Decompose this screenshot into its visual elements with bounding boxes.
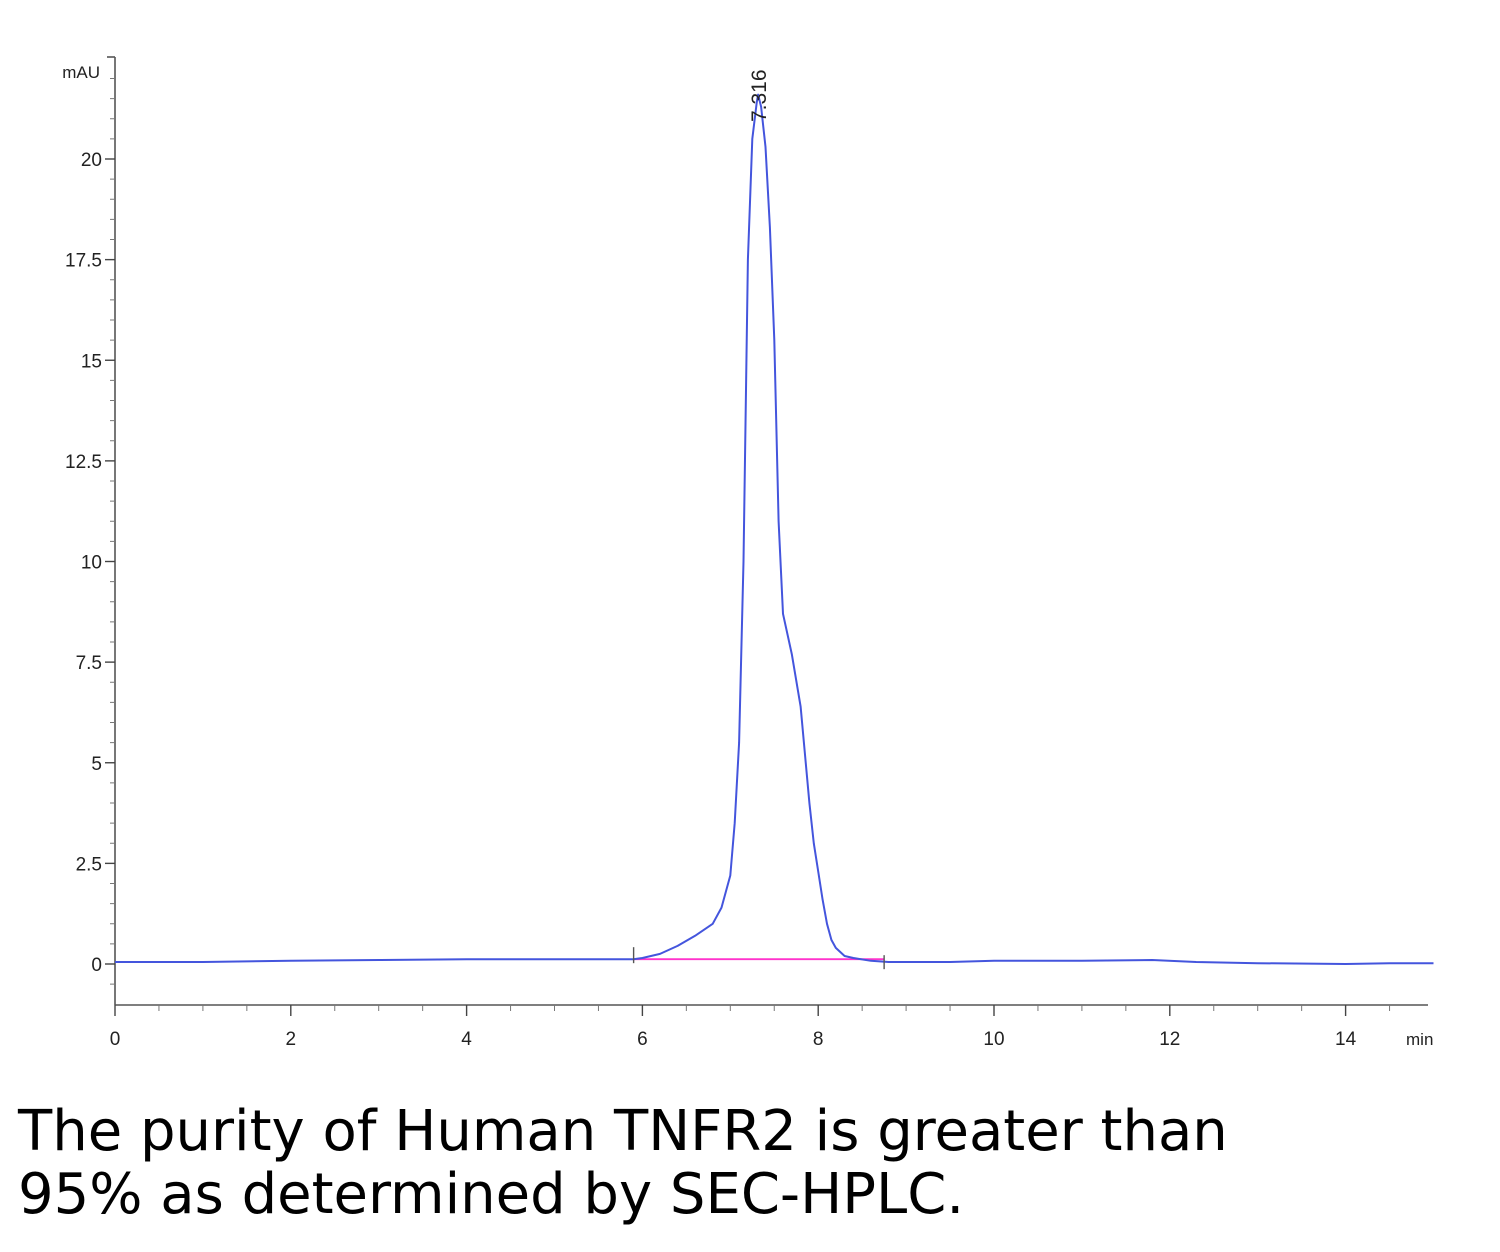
y-axis-label: mAU	[62, 63, 100, 82]
peak-label: 7.316	[748, 69, 771, 122]
x-tick-label: 10	[983, 1029, 1004, 1050]
caption-line-1: The purity of Human TNFR2 is greater tha…	[18, 1099, 1228, 1164]
y-tick-label: 0	[91, 955, 102, 976]
y-tick-label: 7.5	[76, 653, 102, 674]
x-tick-label: 14	[1335, 1029, 1357, 1050]
y-tick-label: 15	[81, 351, 102, 372]
x-tick-label: 8	[813, 1029, 824, 1050]
x-tick-label: 4	[461, 1029, 472, 1050]
y-tick-label: 2.5	[76, 854, 102, 875]
x-tick-label: 6	[637, 1029, 648, 1050]
chromatogram-trace	[115, 93, 1434, 965]
caption-line-2: 95% as determined by SEC-HPLC.	[18, 1162, 965, 1227]
x-axis-label: min	[1406, 1030, 1433, 1049]
y-tick-label: 17.5	[65, 251, 102, 272]
purity-caption: The purity of Human TNFR2 is greater tha…	[18, 1100, 1478, 1226]
y-tick-label: 12.5	[65, 452, 102, 473]
chromatogram-chart: 0 2.5 5 7.5 10 12.5 15 17.5 20 mAU 0 2 4 6 8 10 12 14 min 7…	[62, 56, 1434, 1050]
y-tick-label: 5	[91, 754, 102, 775]
y-tick-label: 20	[81, 150, 102, 171]
x-tick-label: 0	[110, 1029, 121, 1050]
y-tick-label: 10	[81, 553, 102, 574]
x-tick-label: 12	[1159, 1029, 1180, 1050]
x-tick-label: 2	[286, 1029, 297, 1050]
